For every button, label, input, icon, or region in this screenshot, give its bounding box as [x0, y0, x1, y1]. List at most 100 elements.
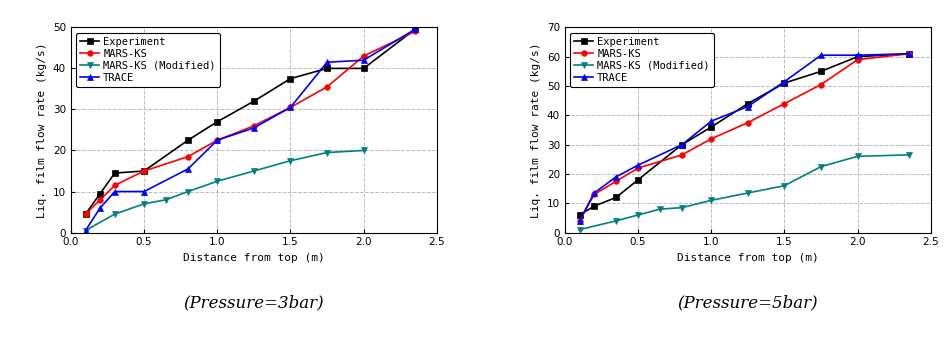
Experiment [588, 204, 599, 208]
Line: TRACE: TRACE [83, 27, 417, 233]
MARS-KS (Modified) [815, 165, 826, 169]
MARS-KS [94, 198, 106, 202]
MARS-KS [588, 193, 599, 197]
Text: (Pressure=5bar): (Pressure=5bar) [677, 294, 818, 311]
MARS-KS (Modified) [79, 228, 91, 233]
Experiment [211, 120, 223, 124]
TRACE [248, 126, 260, 130]
Experiment [632, 178, 643, 182]
Experiment [109, 171, 120, 175]
Experiment [610, 195, 621, 199]
MARS-KS [778, 102, 789, 106]
MARS-KS (Modified) [573, 227, 584, 232]
MARS-KS [182, 155, 194, 159]
MARS-KS [79, 212, 91, 216]
TRACE [573, 219, 584, 223]
TRACE [321, 60, 332, 64]
MARS-KS [138, 169, 149, 173]
MARS-KS (Modified) [676, 206, 687, 210]
MARS-KS [610, 179, 621, 183]
MARS-KS [741, 121, 752, 125]
MARS-KS (Modified) [358, 148, 369, 153]
TRACE [409, 27, 420, 31]
TRACE [632, 163, 643, 167]
Y-axis label: Liq. film flow rate (kg/s): Liq. film flow rate (kg/s) [531, 42, 541, 218]
Experiment [138, 169, 149, 173]
TRACE [778, 80, 789, 84]
MARS-KS [573, 219, 584, 223]
MARS-KS [632, 166, 643, 170]
TRACE [182, 167, 194, 171]
Experiment [79, 212, 91, 216]
TRACE [610, 175, 621, 179]
TRACE [358, 58, 369, 62]
TRACE [588, 191, 599, 195]
MARS-KS (Modified) [160, 198, 172, 202]
TRACE [851, 53, 863, 57]
MARS-KS [676, 153, 687, 157]
Y-axis label: Liq. film flow rate (kg/s): Liq. film flow rate (kg/s) [38, 42, 47, 218]
MARS-KS (Modified) [778, 184, 789, 188]
Experiment [705, 125, 716, 129]
MARS-KS (Modified) [109, 212, 120, 216]
X-axis label: Distance from top (m): Distance from top (m) [183, 253, 325, 263]
TRACE [94, 206, 106, 210]
MARS-KS [248, 124, 260, 128]
Experiment [321, 66, 332, 70]
X-axis label: Distance from top (m): Distance from top (m) [676, 253, 818, 263]
MARS-KS [321, 85, 332, 89]
TRACE [79, 228, 91, 233]
MARS-KS [902, 52, 914, 56]
Experiment [409, 27, 420, 31]
TRACE [815, 53, 826, 57]
Line: Experiment: Experiment [576, 51, 911, 218]
MARS-KS (Modified) [705, 198, 716, 202]
MARS-KS (Modified) [741, 191, 752, 195]
MARS-KS [851, 57, 863, 62]
TRACE [138, 189, 149, 194]
Experiment [182, 138, 194, 142]
TRACE [741, 104, 752, 108]
Experiment [573, 213, 584, 217]
Experiment [284, 77, 295, 81]
Line: MARS-KS (Modified): MARS-KS (Modified) [576, 152, 911, 233]
Experiment [741, 102, 752, 106]
Line: MARS-KS (Modified): MARS-KS (Modified) [83, 148, 366, 233]
Experiment [94, 192, 106, 196]
MARS-KS [284, 105, 295, 109]
MARS-KS (Modified) [653, 207, 665, 211]
Experiment [676, 143, 687, 147]
MARS-KS (Modified) [902, 153, 914, 157]
Experiment [358, 66, 369, 70]
MARS-KS [409, 29, 420, 34]
MARS-KS (Modified) [248, 169, 260, 173]
Line: MARS-KS: MARS-KS [83, 29, 417, 217]
Experiment [851, 55, 863, 59]
Line: MARS-KS: MARS-KS [576, 51, 911, 224]
MARS-KS [211, 138, 223, 142]
MARS-KS [358, 54, 369, 58]
MARS-KS (Modified) [321, 150, 332, 155]
Experiment [902, 52, 914, 56]
TRACE [902, 52, 914, 56]
Experiment [778, 81, 789, 85]
TRACE [109, 189, 120, 194]
Legend: Experiment, MARS-KS, MARS-KS (Modified), TRACE: Experiment, MARS-KS, MARS-KS (Modified),… [569, 32, 713, 87]
MARS-KS (Modified) [284, 159, 295, 163]
MARS-KS (Modified) [632, 213, 643, 217]
MARS-KS [705, 137, 716, 141]
Line: TRACE: TRACE [576, 51, 911, 224]
Line: Experiment: Experiment [83, 27, 417, 217]
TRACE [705, 119, 716, 123]
MARS-KS (Modified) [610, 219, 621, 223]
Text: (Pressure=3bar): (Pressure=3bar) [183, 294, 324, 311]
MARS-KS [815, 82, 826, 87]
MARS-KS (Modified) [138, 202, 149, 206]
MARS-KS [109, 183, 120, 187]
TRACE [676, 143, 687, 147]
MARS-KS (Modified) [182, 189, 194, 194]
MARS-KS (Modified) [211, 179, 223, 183]
Experiment [815, 69, 826, 74]
MARS-KS (Modified) [851, 154, 863, 158]
TRACE [211, 138, 223, 142]
